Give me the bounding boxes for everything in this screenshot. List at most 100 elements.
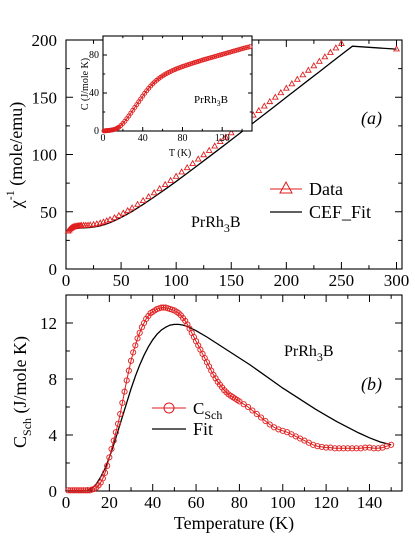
inset-x-axis-label: T (K) [169, 148, 191, 159]
c-sch-data-point [375, 445, 382, 452]
c-sch-data-point [275, 426, 282, 433]
c-sch-data-point [73, 487, 80, 494]
legend-fit-label: Fit [193, 419, 213, 439]
c-sch-data-point [78, 487, 85, 494]
c-sch-data-point [279, 427, 286, 434]
data-point [205, 146, 213, 153]
panel-b-x-tick-label: 120 [313, 493, 339, 512]
inset-y-tick-label: 40 [89, 88, 99, 99]
c-sch-data-point [266, 421, 273, 428]
c-sch-data-point [110, 437, 117, 444]
c-sch-data-point [119, 399, 126, 406]
inset-compound-label: PrRh3B [194, 94, 228, 108]
data-point [183, 163, 191, 171]
inset-x-tick-label: 0 [101, 133, 106, 144]
data-point [321, 53, 329, 60]
panel-a-x-tick-label: 100 [163, 271, 189, 290]
data-point [393, 45, 400, 52]
c-sch-data-point [249, 407, 256, 414]
panel-a-x-tick-label: 150 [218, 271, 244, 290]
panel-a-x-tick-label: 250 [329, 271, 355, 290]
data-point [200, 151, 208, 158]
c-sch-data-point [160, 304, 167, 311]
c-sch-data-point [383, 443, 390, 450]
legend-c-sch-circle-marker [163, 402, 175, 414]
c-sch-data-point [240, 401, 247, 408]
panel-a-compound-label: PrRh3B [191, 214, 241, 235]
c-sch-data-point [344, 445, 351, 452]
legend-data-label: Data [309, 179, 343, 199]
c-sch-data-point [125, 367, 132, 374]
panel-b-label: (b) [361, 374, 382, 395]
legend-fit-label: CEF_Fit [309, 202, 371, 222]
c-sch-data-point [69, 487, 76, 494]
panel-b-x-tick-label: 40 [144, 493, 161, 512]
c-sch-data-point [366, 444, 373, 451]
inset-y-tick-label: 80 [89, 50, 99, 61]
c-sch-data-point [310, 441, 317, 448]
c-sch-data-point [108, 445, 115, 453]
c-sch-data-point [379, 444, 386, 451]
c-sch-data-point [99, 475, 106, 482]
c-sch-data-point [67, 487, 74, 494]
data-point [178, 168, 186, 175]
panel-b: 0 20 40 60 80 100 120 140 0 4 8 12 CSch (J/mole K) Te… [10, 294, 403, 534]
c-sch-data-point [158, 304, 165, 311]
panel-b-x-tick-label: 80 [231, 493, 248, 512]
inset-y-axis-label: C (J/mole K) [80, 58, 91, 110]
c-sch-data-point [253, 410, 260, 418]
data-point [194, 155, 202, 162]
c-sch-data-point [323, 444, 330, 451]
c-sch-data-point [82, 487, 89, 494]
c-sch-data-point-line [68, 307, 392, 491]
c-sch-data-point [245, 403, 252, 411]
c-sch-data-point [388, 441, 395, 448]
data-point [150, 189, 158, 196]
c-sch-data-point [123, 377, 130, 384]
c-sch-data-point [362, 444, 369, 451]
data-point [310, 62, 318, 69]
inset-plot-frame [102, 35, 253, 132]
c-sch-data-point [340, 445, 347, 452]
c-sch-data-point [134, 335, 141, 342]
c-sch-data-point [236, 398, 243, 405]
panel-a-label: (a) [361, 108, 382, 129]
c-sch-data-point [136, 329, 143, 336]
c-sch-data-point [327, 444, 334, 451]
panel-a-inset: 0 40 80 120 0 40 80 T (K) C (J/mole K) PrRh3B [80, 35, 253, 159]
panel-b-x-axis-label: Temperature (K) [174, 513, 294, 534]
c-sch-data-point [106, 454, 113, 461]
data-point [282, 84, 290, 91]
data-point [211, 142, 219, 149]
c-sch-data-point [258, 414, 265, 421]
panel-a-x-tick-label: 50 [113, 271, 130, 290]
panel-b-y-axis-label: CSch (J/mole K) [10, 336, 34, 448]
panel-a-x-tick-label: 200 [274, 271, 300, 290]
data-point [293, 75, 301, 82]
data-point [299, 71, 307, 78]
data-point [222, 133, 230, 140]
data-point [266, 97, 274, 105]
c-sch-data-point [127, 357, 135, 364]
inset-y-tick-label: 0 [94, 126, 99, 137]
panel-a-x-tick-label: 0 [62, 271, 71, 290]
panel-a-y-axis-label: χ-1 (mole/emu) [3, 102, 27, 209]
panel-a-y-tick-label: 50 [40, 203, 57, 222]
data-point [260, 102, 268, 109]
panel-b-x-tick-label: 60 [188, 493, 205, 512]
data-point [326, 48, 334, 55]
panel-b-x-tick-label: 100 [270, 493, 296, 512]
data-point [337, 39, 345, 46]
panel-a-y-tick-label: 150 [32, 88, 58, 107]
data-point [216, 137, 224, 145]
data-point [134, 200, 142, 207]
c-sch-data-point [353, 445, 360, 452]
data-point [128, 204, 136, 211]
data-point [288, 80, 296, 87]
inset-x-tick-label: 80 [177, 133, 187, 144]
c-sch-data-point [101, 469, 109, 476]
panel-b-y-tick-label: 4 [49, 426, 58, 445]
data-point [167, 176, 175, 183]
